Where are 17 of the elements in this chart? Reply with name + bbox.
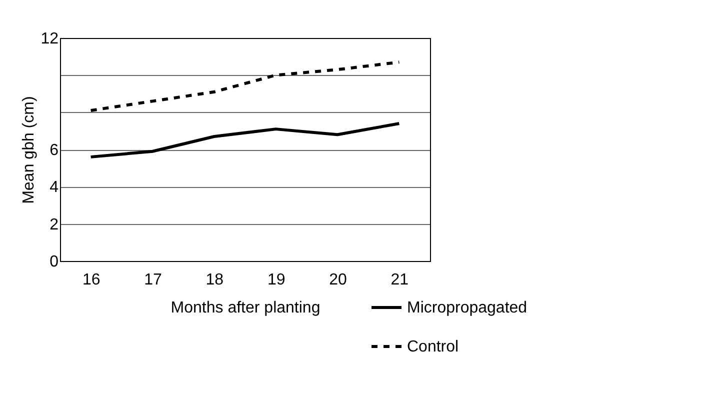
y-axis-title: Mean gbh (cm) xyxy=(20,96,38,204)
y-tick-label: 12 xyxy=(40,30,59,48)
x-axis-title: Months after planting xyxy=(170,300,320,316)
x-tick-label: 17 xyxy=(144,272,162,288)
legend-label: Control xyxy=(407,338,459,356)
y-tick-label: 4 xyxy=(50,179,59,196)
y-tick-label: 2 xyxy=(50,216,59,234)
x-tick-label: 18 xyxy=(206,272,224,288)
x-tick-label: 20 xyxy=(329,272,347,288)
y-tick-label: 6 xyxy=(50,142,59,159)
line-series xyxy=(89,60,401,112)
x-tick-label: 19 xyxy=(267,272,286,288)
y-tick-label: 0 xyxy=(50,254,59,270)
legend-label: Micropropagated xyxy=(407,300,528,316)
line-series xyxy=(89,122,401,158)
x-tick-label: 16 xyxy=(82,272,100,288)
x-tick-label: 21 xyxy=(390,272,409,288)
